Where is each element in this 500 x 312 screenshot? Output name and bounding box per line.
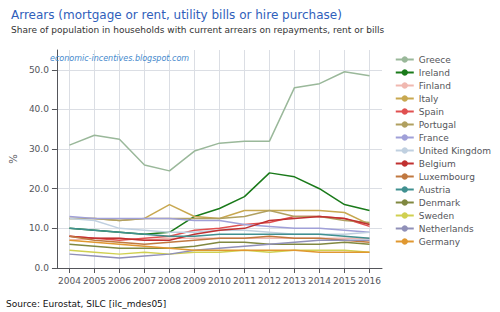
svg-text:United Kingdom: United Kingdom — [419, 146, 491, 156]
svg-text:France: France — [419, 133, 449, 143]
svg-text:Spain: Spain — [419, 107, 444, 117]
svg-text:Denmark: Denmark — [419, 198, 461, 208]
svg-text:Ireland: Ireland — [419, 68, 450, 78]
svg-text:Netherlands: Netherlands — [419, 224, 474, 234]
svg-text:Arrears (mortgage or rent, uti: Arrears (mortgage or rent, utility bills… — [11, 8, 342, 22]
svg-text:Luxembourg: Luxembourg — [419, 172, 475, 182]
svg-text:economic-incentives.blogspot.c: economic-incentives.blogspot.com — [50, 54, 189, 63]
svg-text:Greece: Greece — [419, 55, 451, 65]
svg-text:Portugal: Portugal — [419, 120, 456, 130]
svg-text:10.0: 10.0 — [29, 223, 49, 233]
svg-text:2006: 2006 — [108, 276, 131, 286]
svg-text:2004: 2004 — [58, 276, 81, 286]
svg-text:2005: 2005 — [83, 276, 106, 286]
svg-text:Finland: Finland — [419, 81, 451, 91]
svg-text:2015: 2015 — [333, 276, 356, 286]
svg-text:2016: 2016 — [358, 276, 381, 286]
svg-text:0.0: 0.0 — [35, 263, 50, 273]
svg-text:20.0: 20.0 — [29, 184, 49, 194]
svg-text:2014: 2014 — [308, 276, 331, 286]
svg-text:2008: 2008 — [158, 276, 181, 286]
svg-text:Italy: Italy — [419, 94, 439, 104]
svg-text:40.0: 40.0 — [29, 104, 49, 114]
svg-text:Austria: Austria — [419, 185, 451, 195]
svg-text:2013: 2013 — [283, 276, 306, 286]
svg-text:Sweden: Sweden — [419, 211, 455, 221]
svg-text:Germany: Germany — [419, 237, 461, 247]
svg-text:%: % — [8, 154, 19, 164]
svg-text:Belgium: Belgium — [419, 159, 456, 169]
svg-text:Source: Eurostat, SILC [ilc_md: Source: Eurostat, SILC [ilc_mdes05] — [6, 299, 166, 309]
svg-text:2012: 2012 — [258, 276, 281, 286]
svg-text:2011: 2011 — [233, 276, 256, 286]
svg-text:2007: 2007 — [133, 276, 156, 286]
svg-text:Share of population in househo: Share of population in households with c… — [11, 25, 384, 35]
svg-text:2009: 2009 — [183, 276, 206, 286]
svg-text:2010: 2010 — [208, 276, 231, 286]
svg-text:50.0: 50.0 — [29, 65, 49, 75]
svg-text:30.0: 30.0 — [29, 144, 49, 154]
